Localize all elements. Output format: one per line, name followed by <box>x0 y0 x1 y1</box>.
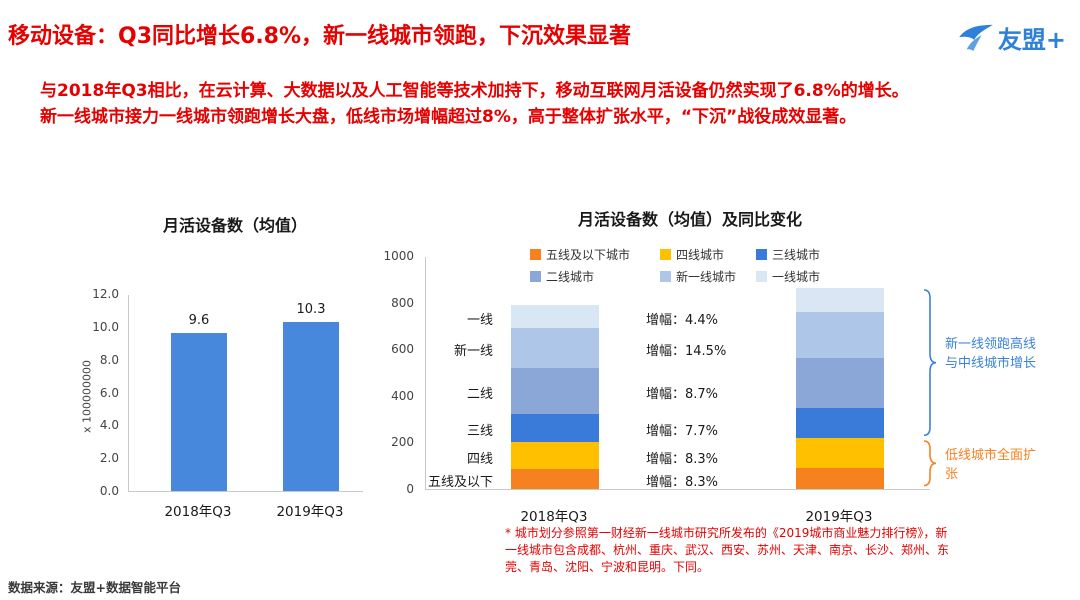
growth-label: 增幅：4.4% <box>646 312 719 328</box>
left-bar <box>283 321 339 491</box>
right-x-labels: 2018年Q3 2019年Q3 <box>380 505 1080 525</box>
stacked-segment <box>511 328 599 368</box>
stacked-segment <box>511 304 599 329</box>
orange-note: 低线城市全面扩张 <box>945 447 1037 482</box>
blue-note: 新一线领跑高线与中线城市增长 <box>945 337 1037 372</box>
stacked-segment <box>796 408 884 439</box>
legend-item: 一线城市 <box>756 268 848 285</box>
left-x-category-label: 2019年Q3 <box>276 504 344 520</box>
tier-label: 新一线 <box>453 344 493 360</box>
left-chart-title: 月活设备数（均值） <box>162 216 307 235</box>
legend-item: 四线城市 <box>660 246 756 263</box>
stacked-segment <box>796 357 884 409</box>
legend-label: 二线城市 <box>546 270 595 284</box>
orange-bracket <box>923 440 937 491</box>
left-bar <box>171 333 227 491</box>
legend-label: 四线城市 <box>676 248 725 262</box>
data-source: 数据来源：友盟+数据智能平台 <box>8 580 181 595</box>
legend-label: 五线及以下城市 <box>546 248 631 262</box>
right-y-tick-label: 800 <box>391 295 414 310</box>
legend-swatch <box>756 249 767 260</box>
page-title: 移动设备：Q3同比增长6.8%，新一线城市领跑，下沉效果显著 <box>8 24 632 49</box>
right-x-category-label: 2018年Q3 <box>520 509 588 525</box>
right-x-category-label: 2019年Q3 <box>805 509 873 525</box>
stacked-segment <box>511 442 599 470</box>
legend: 五线及以下城市 四线城市 三线城市二线城市 新一线城市 一线城市 <box>530 246 848 285</box>
growth-label: 增幅：8.3% <box>646 475 719 491</box>
left-x-category-label: 2018年Q3 <box>164 504 232 520</box>
umeng-bird-icon <box>959 24 993 51</box>
legend-swatch <box>756 271 767 282</box>
footnote: * 城市划分参照第一财经新一线城市研究所发布的《2019城市商业魅力排行榜》，新… <box>505 526 950 574</box>
legend-label: 一线城市 <box>772 270 821 284</box>
legend-item: 二线城市 <box>530 268 660 285</box>
tier-label: 二线 <box>466 387 493 403</box>
legend-swatch <box>530 271 541 282</box>
left-y-tick-label: 6.0 <box>99 385 119 400</box>
stacked-segment <box>511 469 599 489</box>
left-y-tick-label: 0.0 <box>99 484 119 498</box>
right-y-tick-label: 1000 <box>383 249 414 263</box>
legend-item: 三线城市 <box>756 246 848 263</box>
tier-label: 三线 <box>466 424 493 440</box>
stacked-segment <box>511 414 599 443</box>
right-y-ticks: 1000 800 600 400 200 0 <box>380 249 418 496</box>
tier-label: 五线及以下 <box>427 475 493 491</box>
left-plot-area: 9.6 10.3 <box>128 295 363 492</box>
bar-value-label: 9.6 <box>188 313 210 329</box>
growth-label: 增幅：8.7% <box>646 387 719 403</box>
right-plot-area: 新一线领跑高线与中线城市增长 低线城市全面扩张 五线及以下 增幅：8.3% 四线 增幅… <box>425 257 1036 491</box>
right-chart: 月活设备数（均值）及同比变化 五线及以下城市 四线城市 三线城市 二线城市 新一线城市一… <box>380 200 1080 600</box>
bar-value-label: 10.3 <box>296 301 326 317</box>
left-chart: 月活设备数（均值） x 100000000 12.0 10.0 8.0 6.0 4.0 2… <box>70 200 400 545</box>
stacked-segment <box>796 312 884 358</box>
tier-label: 一线 <box>466 312 493 328</box>
right-y-tick-label: 200 <box>391 435 414 450</box>
legend-swatch <box>660 249 671 260</box>
umeng-logo-text: 友盟+ <box>997 26 1066 54</box>
left-y-ticks: 12.0 10.0 8.0 6.0 4.0 2.0 0.0 <box>75 287 123 498</box>
left-y-tick-label: 12.0 <box>92 287 119 301</box>
legend-swatch <box>660 271 671 282</box>
right-chart-title: 月活设备数（均值）及同比变化 <box>577 210 802 229</box>
growth-label: 增幅：8.3% <box>646 451 719 467</box>
tier-label: 四线 <box>466 451 493 467</box>
intro-line-2: 新一线城市接力一线城市领跑增长大盘，低线市场增幅超过8%，高于整体扩张水平，“下… <box>40 107 857 127</box>
blue-bracket <box>923 289 937 440</box>
stacked-segment <box>511 367 599 415</box>
right-y-tick-label: 600 <box>391 342 414 357</box>
intro-paragraph: 与2018年Q3相比，在云计算、大数据以及人工智能等技术加持下，移动互联网月活设… <box>40 78 1010 130</box>
growth-label: 增幅：7.7% <box>646 424 719 440</box>
right-y-tick-label: 400 <box>391 388 414 403</box>
growth-label: 增幅：14.5% <box>646 344 727 360</box>
stacked-segment <box>796 288 884 313</box>
legend-label: 三线城市 <box>772 248 821 262</box>
left-x-labels: 2018年Q3 2019年Q3 <box>128 500 400 520</box>
umeng-logo: 友盟+ <box>958 20 1066 55</box>
right-y-tick-label: 0 <box>406 482 414 496</box>
left-y-tick-label: 4.0 <box>99 418 119 433</box>
legend-item: 新一线城市 <box>660 268 756 285</box>
legend-label: 新一线城市 <box>676 270 737 284</box>
stacked-segment <box>796 438 884 468</box>
legend-item: 五线及以下城市 <box>530 246 660 263</box>
left-y-tick-label: 2.0 <box>99 451 119 466</box>
left-y-tick-label: 10.0 <box>92 319 119 334</box>
stacked-segment <box>796 467 884 489</box>
left-y-tick-label: 8.0 <box>99 352 119 367</box>
intro-line-1: 与2018年Q3相比，在云计算、大数据以及人工智能等技术加持下，移动互联网月活设… <box>40 81 909 101</box>
legend-swatch <box>530 249 541 260</box>
